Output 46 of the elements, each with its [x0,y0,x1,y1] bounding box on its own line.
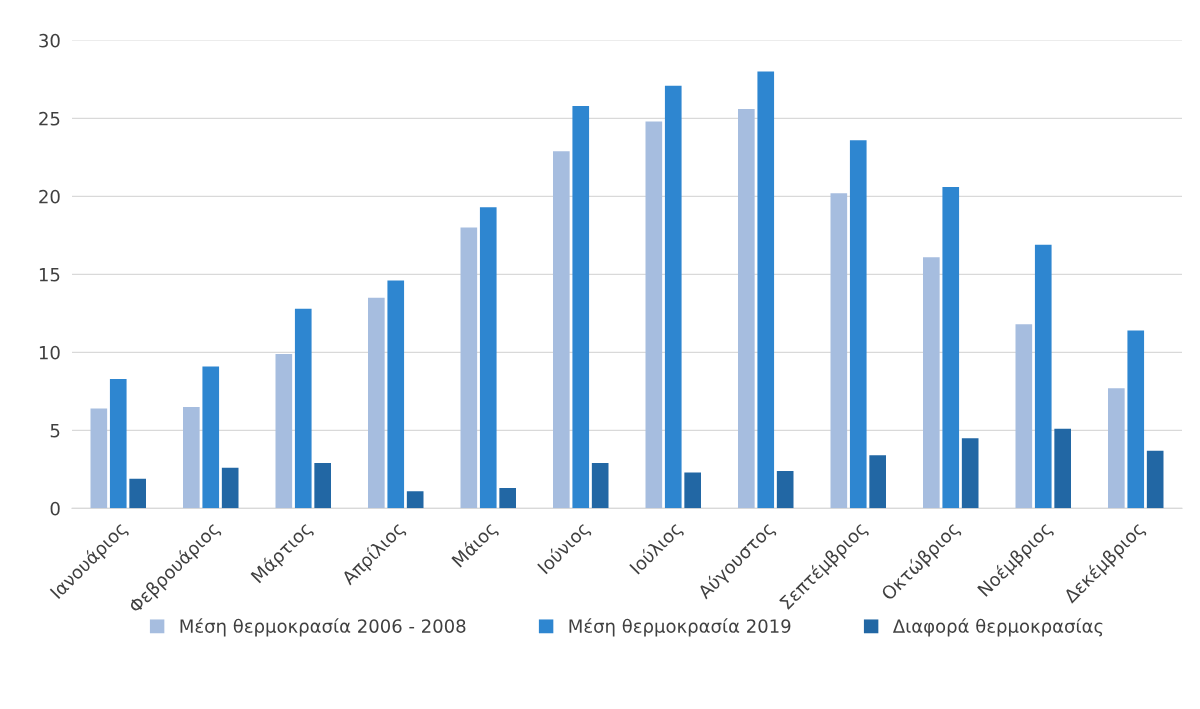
bar [479,207,497,509]
bar [684,472,701,509]
bar [849,140,867,509]
bar [591,463,609,509]
y-tick-label: 30 [39,33,60,48]
y-tick-label: 15 [39,268,60,282]
y-tick-label: 0 [50,501,60,516]
bar [645,121,663,509]
bar [776,470,794,509]
bar [109,378,127,509]
bar [1034,244,1052,509]
bar [129,478,146,509]
y-tick-label: 10 [39,345,60,360]
legend-label: Μέση θερμοκρασία 2019 [569,618,791,637]
bar [1015,324,1033,509]
bar [294,308,312,509]
y-tick-label: 25 [39,111,60,126]
bar [387,280,405,509]
bar [183,406,200,509]
bar [942,187,960,509]
legend-label: Διαφορά θερμοκρασίας [892,618,1103,637]
bar [406,491,424,509]
bar [961,438,979,509]
bar [368,297,385,509]
bar [757,71,775,509]
bar [1127,330,1145,509]
bar [314,463,331,509]
bar [830,193,848,509]
bar [553,151,570,509]
legend-label: Μέση θερμοκρασία 2006 - 2008 [180,618,466,637]
bar [221,467,239,509]
bar [923,257,940,509]
bar [460,227,478,509]
y-tick-label: 20 [39,189,60,204]
bar [275,353,293,509]
bar [572,105,590,509]
bar [202,366,220,509]
bar [869,455,886,509]
bar [90,408,108,509]
bar [664,85,682,509]
bar [1108,388,1125,509]
bar [499,488,516,509]
bar [1146,450,1164,509]
bar [738,109,755,509]
bar [1054,428,1071,509]
y-tick-label: 5 [50,424,60,438]
